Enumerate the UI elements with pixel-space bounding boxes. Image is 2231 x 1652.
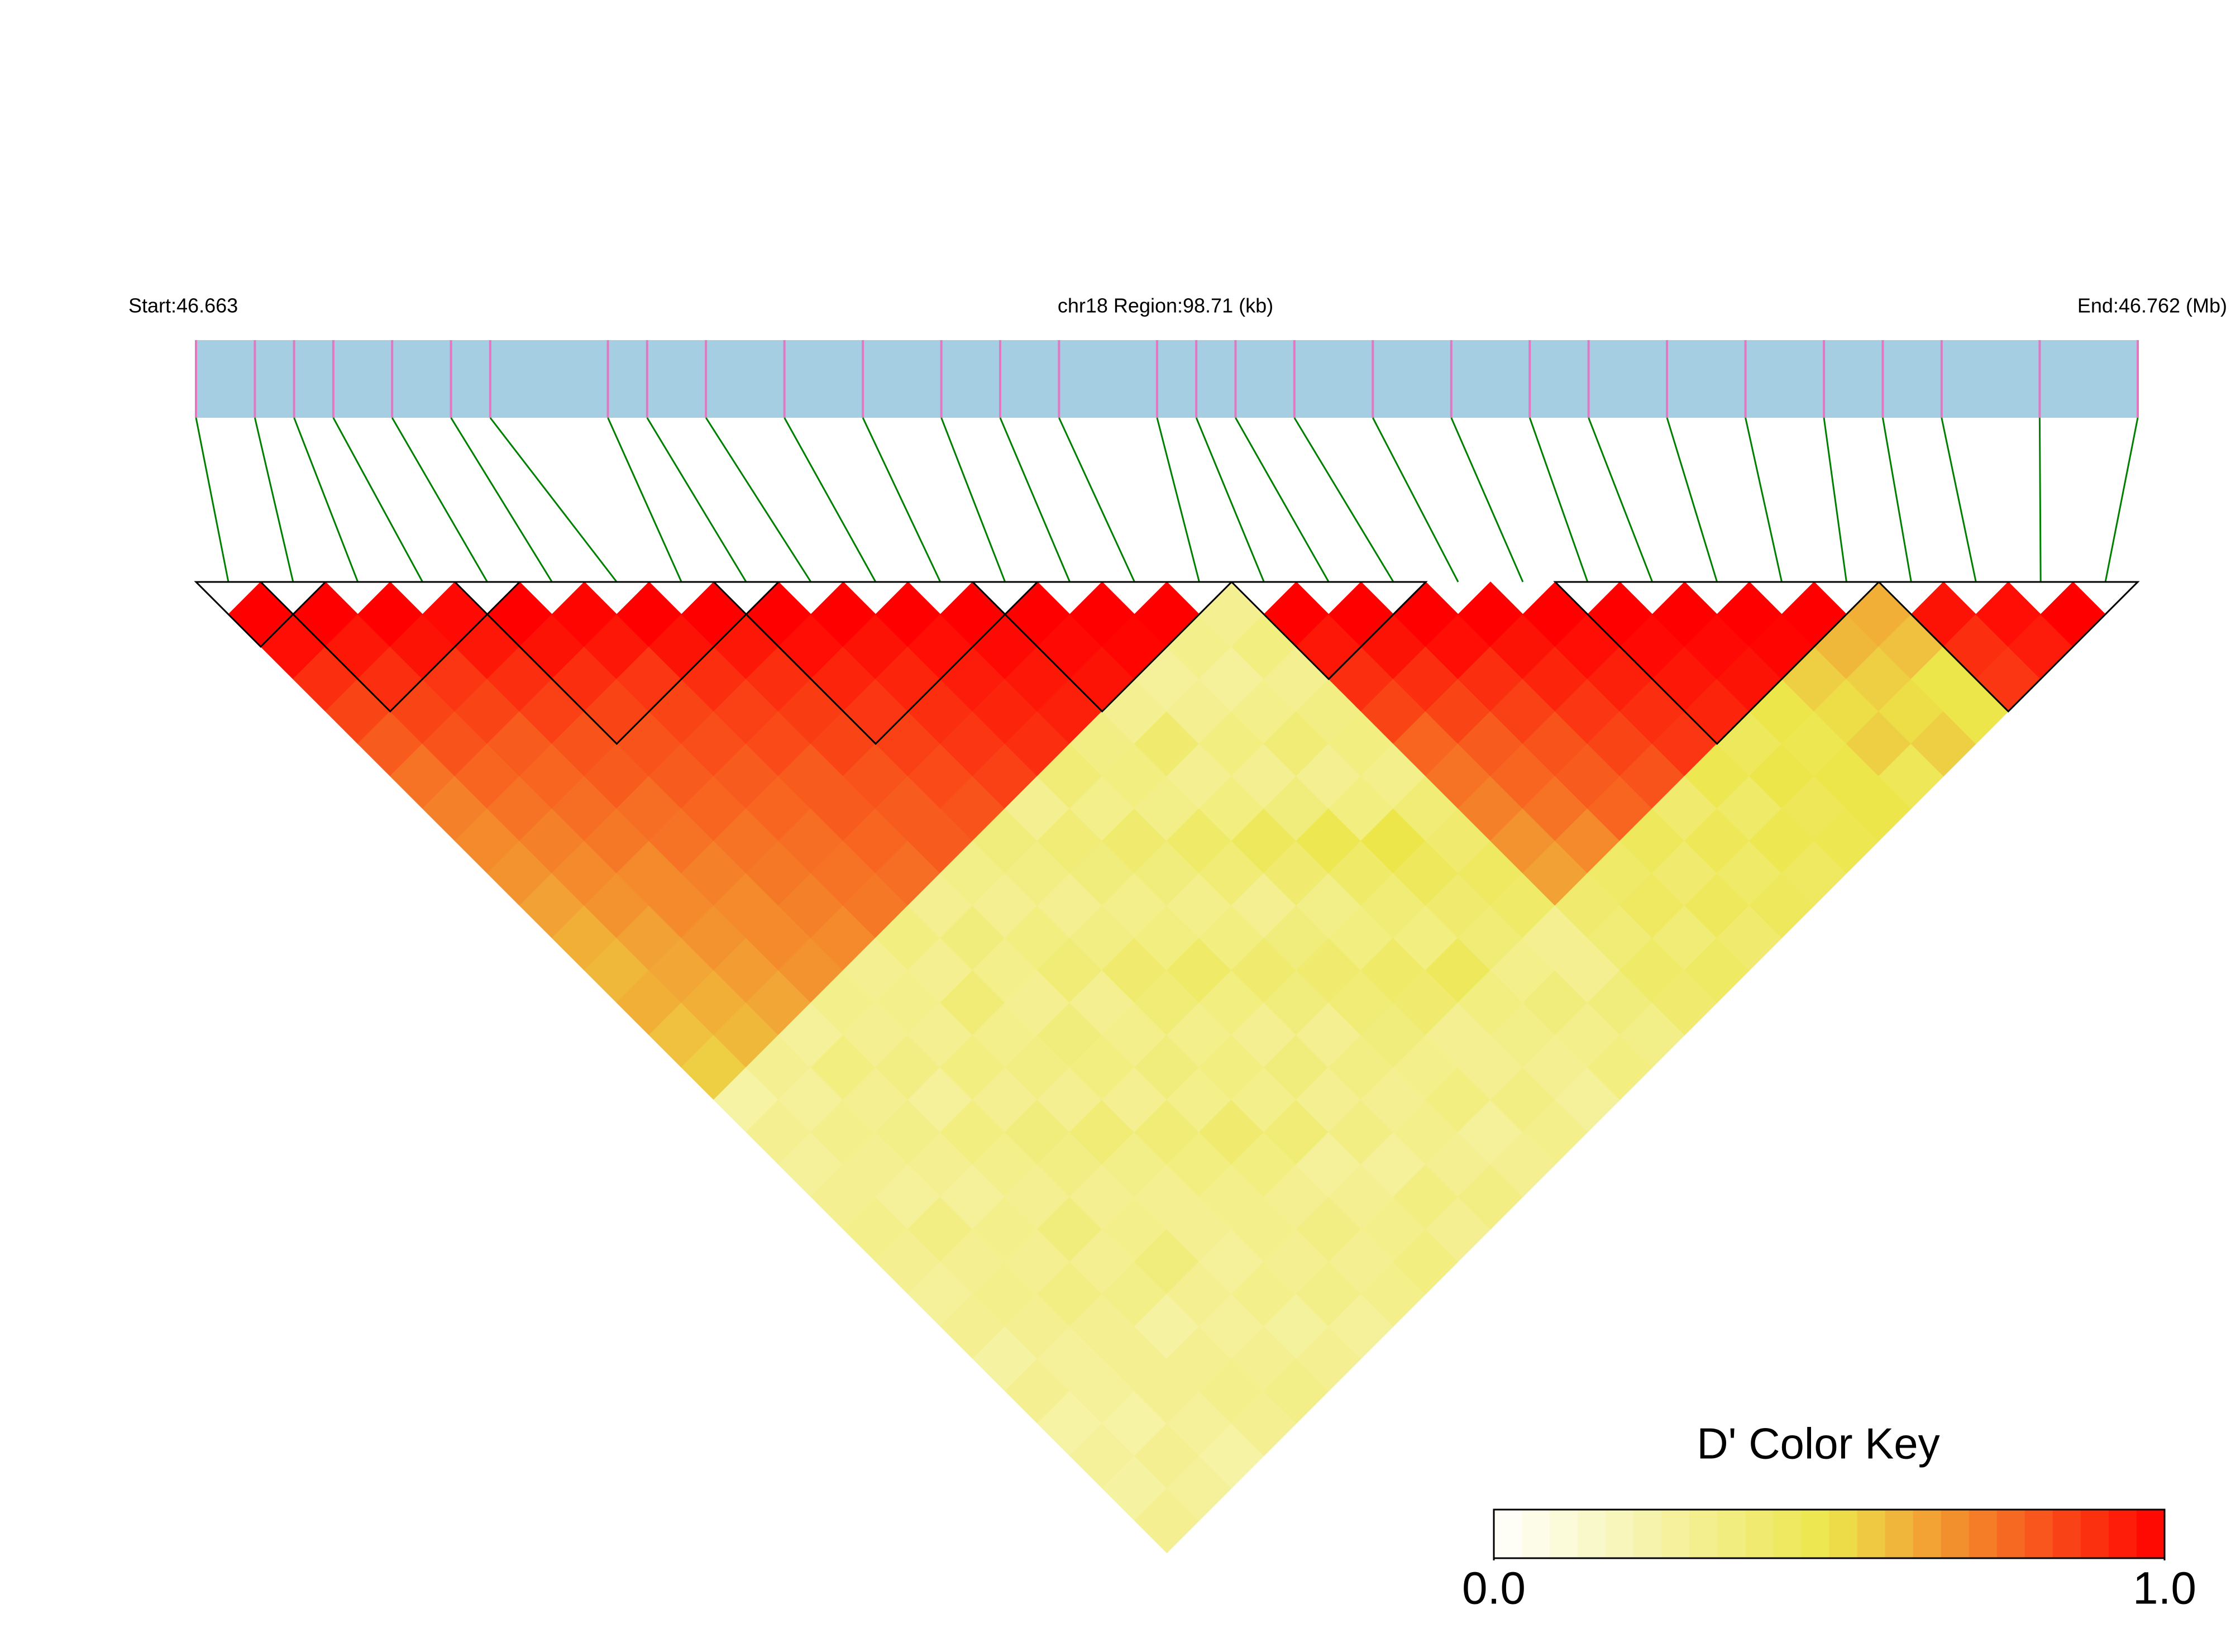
snp-link [1293, 417, 1394, 583]
snp-link [293, 417, 359, 583]
key-swatch [1913, 1510, 1942, 1558]
key-swatch [1494, 1510, 1522, 1558]
position-bar [196, 340, 2138, 418]
snp-link [646, 417, 747, 583]
key-swatch [1522, 1510, 1550, 1558]
snp-link [2038, 417, 2042, 583]
key-tick-label: 1.0 [2133, 1563, 2196, 1614]
key-swatch [1885, 1510, 1914, 1558]
key-swatch [1969, 1510, 1998, 1558]
snp-link [1588, 417, 1654, 583]
ld-block [1876, 581, 2140, 713]
snp-link [450, 417, 553, 583]
ld-block [259, 581, 522, 713]
ld-block [1553, 581, 1881, 745]
key-swatch [1745, 1510, 1774, 1558]
snp-link [2104, 417, 2139, 583]
key-swatch [1801, 1510, 1829, 1558]
key-swatch [2024, 1510, 2053, 1558]
key-frame [1493, 1508, 2166, 1559]
snp-link [1450, 417, 1524, 583]
key-swatch [2108, 1510, 2137, 1558]
snp-link [391, 417, 488, 583]
snp-link [862, 417, 942, 583]
snp-link [705, 417, 812, 583]
snp-link [1235, 417, 1330, 583]
ld-block [971, 581, 1234, 713]
snp-link [1745, 417, 1783, 583]
key-swatch [1661, 1510, 1690, 1558]
ld-block [1229, 581, 1428, 680]
ld-block [711, 581, 1040, 745]
snp-link [1823, 417, 1847, 583]
key-swatch [1578, 1510, 1606, 1558]
key-swatch [1996, 1510, 2025, 1558]
snp-link [1195, 417, 1265, 583]
key-swatch [1606, 1510, 1634, 1558]
key-swatch [1717, 1510, 1746, 1558]
key-swatch [1689, 1510, 1718, 1558]
snp-link [1666, 417, 1718, 583]
key-swatch [1773, 1510, 1802, 1558]
key-swatch [1550, 1510, 1578, 1558]
key-swatch [1857, 1510, 1886, 1558]
key-swatch [2136, 1510, 2165, 1558]
key-swatch [1829, 1510, 1858, 1558]
key-swatch [2052, 1510, 2081, 1558]
snp-link [489, 417, 618, 583]
ld-block [452, 581, 781, 745]
snp-link [784, 417, 877, 583]
snp-link [195, 417, 230, 583]
snp-link [1528, 417, 1589, 583]
end-label: End:46.762 (Mb) [2077, 294, 2227, 317]
snp-link [940, 417, 1006, 583]
snp-link [607, 417, 682, 583]
start-label: Start:46.663 [128, 294, 238, 317]
key-swatch [2080, 1510, 2109, 1558]
snp-link [1941, 417, 1977, 583]
region-label: chr18 Region:98.71 (kb) [1058, 294, 1273, 317]
snp-link [254, 417, 294, 583]
key-swatch [1633, 1510, 1662, 1558]
snp-link [1058, 417, 1135, 583]
key-tick-label: 0.0 [1462, 1563, 1526, 1614]
snp-link [1156, 417, 1200, 583]
snp-link [999, 417, 1071, 583]
snp-link [1881, 417, 1912, 583]
snp-link [332, 417, 423, 583]
colorbar-title: D' Color Key [1697, 1419, 1939, 1468]
key-swatch [1941, 1510, 1970, 1558]
snp-link [1372, 417, 1459, 583]
